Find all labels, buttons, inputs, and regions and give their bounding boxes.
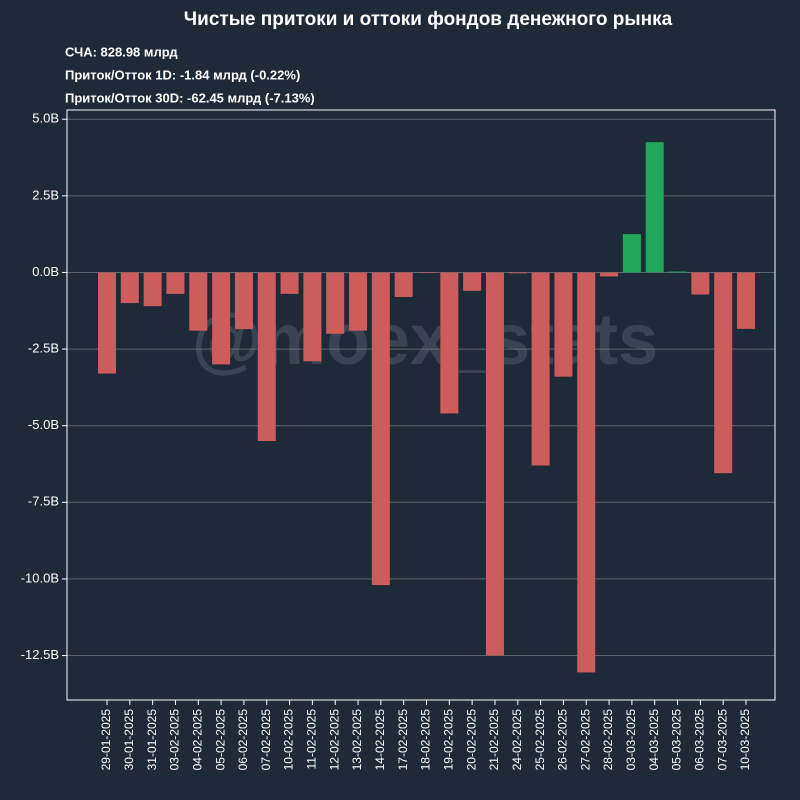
bar: [166, 272, 185, 294]
x-tick-label: 19-02-2025: [441, 709, 455, 771]
x-tick-label: 04-03-2025: [647, 709, 661, 771]
x-tick-label: 10-03-2025: [738, 709, 752, 771]
subtitle: СЧА: 828.98 млрд: [65, 44, 178, 59]
bar: [485, 272, 504, 656]
bar: [508, 272, 527, 274]
y-tick-label: 5.0B: [32, 111, 59, 126]
subtitle: Приток/Отток 30D: -62.45 млрд (-7.13%): [65, 90, 315, 105]
bar: [577, 272, 596, 673]
x-tick-label: 06-02-2025: [236, 709, 250, 771]
bar: [554, 272, 573, 377]
x-tick-label: 28-02-2025: [601, 709, 615, 771]
bar: [143, 272, 162, 307]
bar: [280, 272, 299, 294]
y-tick-label: -12.5B: [21, 647, 59, 662]
x-tick-label: 30-01-2025: [122, 709, 136, 771]
bar: [326, 272, 345, 334]
y-tick-label: -7.5B: [28, 494, 59, 509]
bar: [212, 272, 231, 365]
x-tick-label: 18-02-2025: [419, 709, 433, 771]
x-tick-label: 05-02-2025: [213, 709, 227, 771]
x-tick-label: 29-01-2025: [99, 709, 113, 771]
x-tick-label: 07-03-2025: [715, 709, 729, 771]
bar: [622, 234, 641, 273]
plot-frame: [66, 109, 776, 701]
x-tick-label: 03-03-2025: [624, 709, 638, 771]
bar: [531, 272, 550, 466]
x-tick-label: 03-02-2025: [168, 709, 182, 771]
x-tick-label: 31-01-2025: [145, 709, 159, 771]
bar: [257, 272, 276, 442]
subtitle: Приток/Отток 1D: -1.84 млрд (-0.22%): [65, 67, 300, 82]
bar: [189, 272, 208, 331]
bar: [645, 142, 664, 273]
x-tick-label: 17-02-2025: [396, 709, 410, 771]
x-tick-label: 14-02-2025: [373, 709, 387, 771]
bar: [714, 272, 733, 474]
bar: [691, 272, 710, 295]
chart-title: Чистые притоки и оттоки фондов денежного…: [184, 9, 673, 30]
bar: [668, 271, 687, 273]
y-tick-label: 0.0B: [32, 264, 59, 279]
bar: [371, 272, 390, 586]
y-tick-label: -5.0B: [28, 417, 59, 432]
x-tick-label: 24-02-2025: [510, 709, 524, 771]
bar: [349, 272, 368, 331]
x-tick-label: 21-02-2025: [487, 709, 501, 771]
x-tick-label: 05-03-2025: [670, 709, 684, 771]
x-tick-label: 11-02-2025: [305, 709, 319, 770]
x-tick-label: 25-02-2025: [533, 709, 547, 771]
bar: [303, 272, 322, 362]
x-tick-label: 20-02-2025: [464, 709, 478, 771]
bar: [417, 272, 436, 274]
x-tick-label: 13-02-2025: [350, 709, 364, 771]
bar: [98, 272, 116, 374]
x-tick-label: 06-03-2025: [693, 709, 707, 771]
bar: [234, 272, 253, 330]
x-tick-label: 27-02-2025: [578, 709, 592, 771]
x-tick-label: 10-02-2025: [282, 709, 296, 771]
bar: [600, 272, 619, 277]
x-tick-label: 07-02-2025: [259, 709, 273, 771]
bar: [463, 272, 482, 291]
bar: [737, 272, 755, 329]
bar: [440, 272, 459, 414]
y-tick-label: -10.0B: [21, 570, 59, 585]
y-tick-label: -2.5B: [28, 341, 59, 356]
x-tick-label: 04-02-2025: [190, 709, 204, 771]
x-tick-label: 26-02-2025: [556, 709, 570, 771]
bar: [120, 272, 139, 304]
x-tick-label: 12-02-2025: [327, 709, 341, 771]
bar: [394, 272, 413, 297]
y-tick-label: 2.5B: [32, 187, 59, 202]
